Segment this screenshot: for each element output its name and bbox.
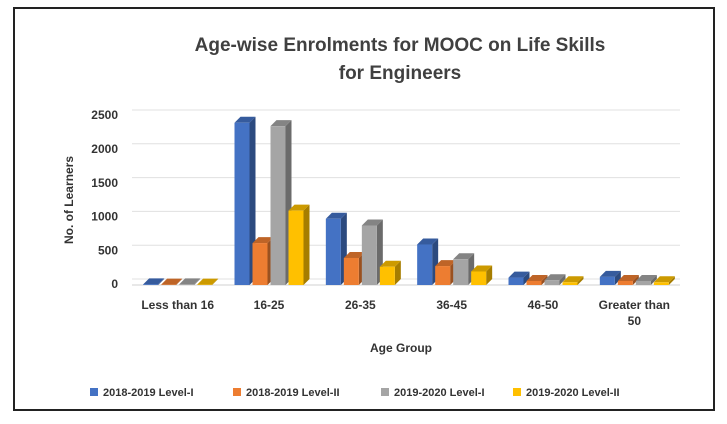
y-axis-title: No. of Learners <box>62 156 76 244</box>
bar <box>253 243 268 285</box>
legend-label: 2019-2020 Level-II <box>526 387 620 399</box>
x-axis-title: Age Group <box>370 341 432 355</box>
bar <box>344 258 359 285</box>
y-tick-label: 2000 <box>91 142 118 156</box>
legend-swatch <box>381 388 389 396</box>
x-tick-label: 36-45 <box>436 298 467 312</box>
bar <box>417 244 432 285</box>
bar <box>179 284 194 285</box>
x-tick-label: 26-35 <box>345 298 376 312</box>
legend-label: 2019-2020 Level-I <box>394 387 485 399</box>
bar-side <box>304 205 310 285</box>
bar <box>527 281 542 285</box>
x-tick-label: Less than 16 <box>141 298 214 312</box>
bar <box>362 226 377 285</box>
x-tick-label: 46-50 <box>528 298 559 312</box>
legend-swatch <box>90 388 98 396</box>
bar <box>271 126 286 285</box>
bar <box>600 277 615 285</box>
bar <box>143 284 158 285</box>
bar <box>471 271 486 285</box>
bar <box>435 266 450 285</box>
x-tick-label: 16-25 <box>254 298 285 312</box>
y-tick-label: 500 <box>98 243 118 257</box>
y-tick-label: 1000 <box>91 210 118 224</box>
bar <box>636 281 651 285</box>
bar <box>380 267 395 285</box>
legend-swatch <box>233 388 241 396</box>
bar <box>326 219 341 285</box>
bar <box>453 259 468 285</box>
bar <box>654 282 669 285</box>
y-tick-label: 0 <box>111 277 118 291</box>
y-tick-label: 1500 <box>91 176 118 190</box>
bar <box>545 280 560 285</box>
bar <box>618 281 633 285</box>
bar <box>289 211 304 285</box>
bar <box>563 282 578 285</box>
legend-label: 2018-2019 Level-II <box>246 387 340 399</box>
bar <box>509 278 524 285</box>
y-tick-label: 2500 <box>91 108 118 122</box>
bar <box>235 123 250 285</box>
legend-label: 2018-2019 Level-I <box>103 387 194 399</box>
legend-swatch <box>513 388 521 396</box>
